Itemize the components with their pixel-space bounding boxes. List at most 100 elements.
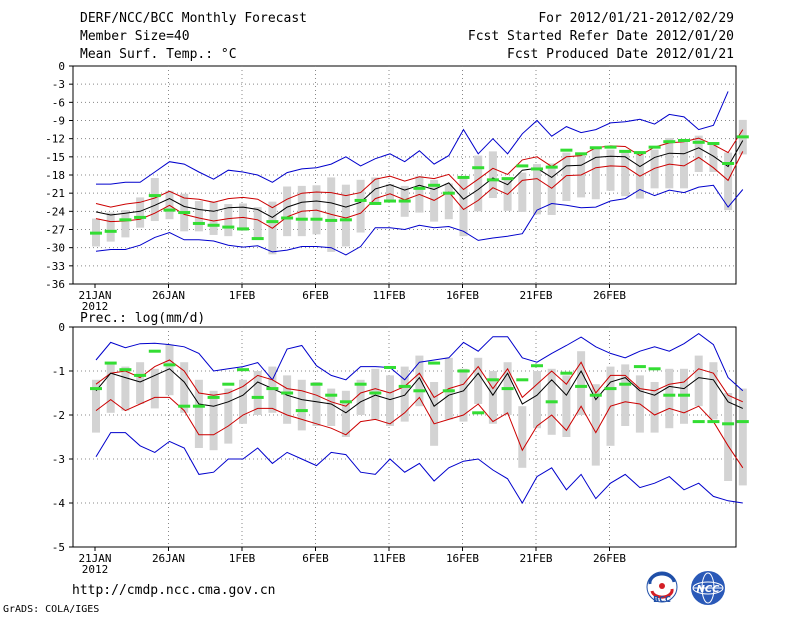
observation-marker (384, 199, 396, 203)
y-tick-label: -15 (45, 151, 65, 164)
observation-marker (678, 393, 690, 397)
y-tick-label: -3 (52, 453, 65, 466)
ensemble-box (488, 151, 497, 199)
variable-label: Mean Surf. Temp.: °C (80, 47, 237, 62)
x-year-label: 2012 (82, 563, 109, 576)
observation-marker (457, 175, 470, 179)
ensemble-box (92, 379, 100, 433)
plot-frame (72, 326, 737, 548)
observation-marker (663, 393, 676, 397)
ensemble-box (209, 390, 218, 451)
observation-marker (619, 149, 632, 153)
ensemble-box (224, 388, 233, 444)
observation-marker (575, 152, 588, 156)
observation-marker (237, 227, 249, 231)
y-tick-label: 0 (58, 60, 65, 73)
observation-marker (148, 349, 161, 353)
ensemble-box (283, 375, 292, 424)
ensemble-box (327, 388, 336, 426)
observation-marker (678, 138, 690, 142)
ensemble-box (253, 207, 262, 238)
spread-lower-line (95, 396, 744, 469)
observation-marker (633, 151, 646, 155)
x-tick-label: 6FEB (302, 552, 329, 565)
observation-marker (560, 148, 573, 152)
footer-url[interactable]: http://cmdp.ncc.cma.gov.cn (72, 583, 276, 598)
observation-marker (516, 164, 529, 168)
ensemble-box (180, 362, 189, 413)
y-tick-label: -21 (45, 187, 65, 200)
ensemble-box (165, 344, 174, 396)
max-line (95, 332, 744, 392)
x-tick-label: 1FEB (229, 289, 256, 302)
ensemble-box (444, 183, 453, 220)
observation-marker (663, 140, 676, 144)
observation-marker (192, 404, 205, 408)
observation-marker (722, 422, 735, 426)
x-year-label: 2012 (82, 300, 109, 313)
ensemble-box (488, 371, 497, 424)
ensemble-box (562, 375, 571, 437)
ensemble-box (724, 393, 733, 481)
observation-marker (501, 387, 514, 391)
spread-lower-line (95, 151, 744, 229)
observation-marker (589, 393, 602, 397)
ensemble-box (356, 379, 365, 415)
ensemble-box (591, 384, 600, 466)
ensemble-box (386, 375, 394, 426)
ensemble-box (209, 201, 218, 235)
ensemble-box (121, 366, 130, 411)
y-tick-label: -1 (52, 365, 65, 378)
observation-marker (501, 177, 514, 181)
observation-marker (648, 145, 661, 149)
x-tick-label: 21JAN (78, 552, 111, 565)
y-tick-label: 0 (58, 321, 65, 334)
observation-marker (310, 382, 323, 386)
observation-marker (251, 395, 264, 399)
y-tick-label: -3 (52, 78, 65, 91)
bcc-logo-icon: BCC (646, 571, 678, 604)
observation-marker (413, 186, 426, 190)
observation-marker (472, 411, 485, 415)
ensemble-box (459, 368, 468, 422)
observation-marker (104, 361, 117, 365)
ensemble-box (606, 149, 615, 191)
observation-marker (354, 198, 367, 202)
observation-marker (134, 215, 147, 219)
observation-marker (707, 420, 720, 424)
ensemble-box (194, 379, 203, 448)
observation-marker (692, 420, 705, 424)
ensemble-box (694, 135, 703, 172)
y-tick-label: -9 (52, 115, 65, 128)
ensemble-box (518, 172, 527, 212)
ensemble-mean-line (95, 140, 744, 218)
observation-marker (339, 400, 352, 404)
observation-marker (192, 221, 205, 225)
y-tick-label: -33 (45, 260, 65, 273)
observation-marker (413, 389, 426, 393)
observation-marker (163, 363, 176, 367)
observation-marker (545, 165, 558, 169)
observation-marker (722, 161, 735, 165)
y-tick-label: -12 (45, 133, 65, 146)
ensemble-box (621, 151, 630, 197)
ensemble-box (150, 178, 159, 222)
observation-marker (163, 208, 176, 212)
x-tick-label: 26FEB (593, 289, 626, 302)
observation-marker (90, 231, 102, 235)
ensemble-box (341, 390, 350, 437)
x-tick-label: 26JAN (152, 289, 185, 302)
x-tick-label: 21FEB (519, 289, 552, 302)
observation-marker (486, 378, 499, 382)
y-tick-label: -36 (45, 278, 65, 291)
observation-marker (207, 223, 220, 227)
observation-marker (178, 211, 191, 215)
observation-marker (531, 167, 543, 171)
ensemble-box (356, 179, 365, 233)
observation-marker (281, 216, 294, 220)
observation-marker (428, 361, 441, 365)
observation-marker (207, 395, 220, 399)
ensemble-box (621, 364, 630, 426)
x-tick-label: 11FEB (372, 289, 405, 302)
observation-marker (604, 387, 617, 391)
